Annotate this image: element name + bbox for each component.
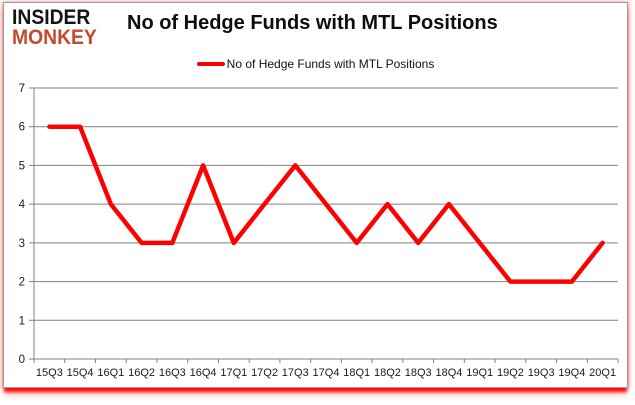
y-tick-label: 4 <box>19 199 26 211</box>
x-tick-label: 20Q1 <box>589 367 616 379</box>
x-tick-label: 17Q1 <box>220 367 247 379</box>
y-tick-label: 5 <box>19 160 25 172</box>
insider-monkey-logo: INSIDER MONKEY <box>12 6 104 49</box>
legend-line-swatch <box>196 62 225 66</box>
x-tick-label: 19Q2 <box>497 367 524 379</box>
y-tick-label: 6 <box>19 122 25 134</box>
logo-word-insider: INSIDER <box>12 6 91 29</box>
y-tick-label: 2 <box>19 277 25 289</box>
x-tick-label: 15Q4 <box>67 367 94 379</box>
x-tick-label: 17Q2 <box>251 367 278 379</box>
legend: No of Hedge Funds with MTL Positions <box>4 57 627 71</box>
legend-label: No of Hedge Funds with MTL Positions <box>226 57 435 71</box>
logo-word-monkey: MONKEY <box>12 26 97 49</box>
x-tick-label: 18Q2 <box>374 367 401 379</box>
line-chart: 0 1 2 3 4 5 6 7 15Q3 15Q4 16Q1 16Q2 16Q3 16Q4 17Q1 17Q2… <box>19 83 619 379</box>
x-tick-label: 17Q3 <box>282 367 309 379</box>
x-tick-label: 17Q4 <box>313 367 340 379</box>
x-tick-label: 18Q4 <box>435 367 462 379</box>
x-tick-label: 19Q1 <box>466 367 493 379</box>
x-tick-label: 18Q3 <box>405 367 432 379</box>
x-tick-label: 16Q1 <box>97 367 124 379</box>
x-tick-label: 19Q4 <box>558 367 585 379</box>
x-tick-label: 16Q4 <box>190 367 217 379</box>
x-tick-label: 16Q2 <box>128 367 155 379</box>
series-line <box>47 124 605 284</box>
y-tick-label: 0 <box>19 354 25 366</box>
x-tick-label: 19Q3 <box>528 367 555 379</box>
x-tick-label: 18Q1 <box>343 367 370 379</box>
chart-card: INSIDER MONKEY No of Hedge Funds with MT… <box>3 2 628 388</box>
chart-title: No of Hedge Funds with MTL Positions <box>127 12 498 34</box>
y-tick-label: 7 <box>19 83 25 95</box>
y-tick-label: 1 <box>19 315 25 327</box>
y-tick-label: 3 <box>19 238 25 250</box>
x-tick-label: 15Q3 <box>36 367 63 379</box>
x-tick-label: 16Q3 <box>159 367 186 379</box>
